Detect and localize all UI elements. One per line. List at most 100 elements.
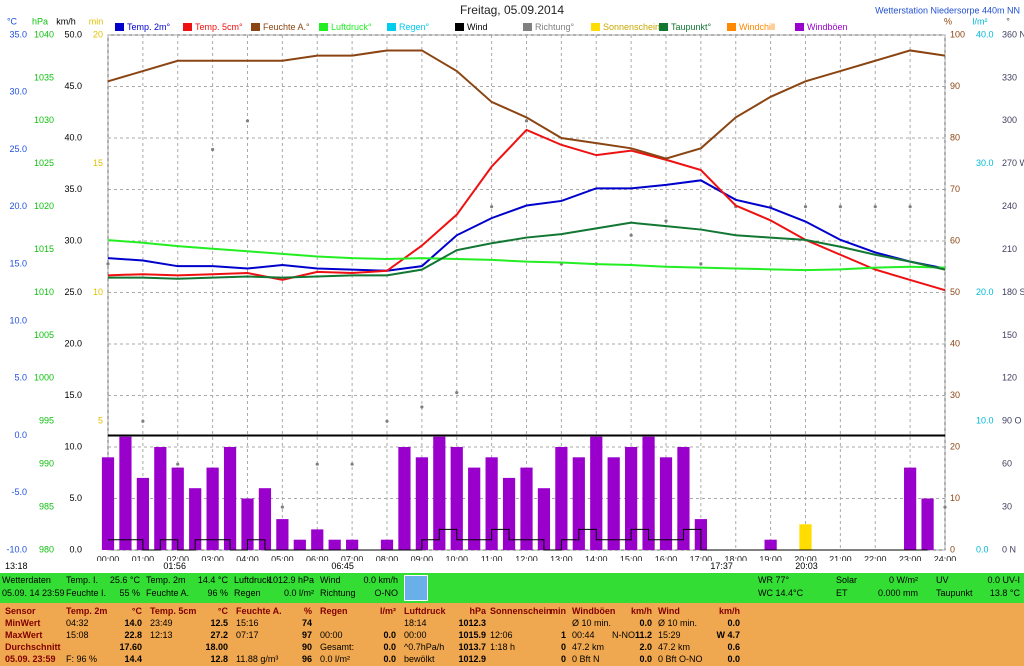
x-tick-label: 11:00 <box>481 554 503 561</box>
series-line <box>108 221 946 280</box>
direction-dot <box>838 205 842 209</box>
y-tick-label: 15 <box>93 158 103 168</box>
stats-header: Regen <box>320 606 348 616</box>
x-tick-label: 21:00 <box>829 554 852 561</box>
stats-value: 47.2 km <box>658 642 691 652</box>
time-marker: 01:56 <box>163 561 186 571</box>
current-panel: Wetterdaten Temp. I. 25.6 °C Temp. 2m 14.4 °… <box>0 573 1024 603</box>
legend-label: Feuchte A.° <box>263 22 310 32</box>
y-tick-label: 50 <box>950 287 960 297</box>
station-name: Wetterstation Niedersorpe 440m NN <box>875 5 1020 15</box>
stats-value: 12:06 <box>490 630 513 640</box>
axis-unit: ° <box>1006 16 1010 26</box>
bar <box>433 436 446 550</box>
y-tick-label: 0.0 <box>14 430 27 440</box>
stats-header: Sensor <box>5 606 36 616</box>
stats-value: 11.88 g/m³ <box>236 654 279 664</box>
x-tick-label: 02:00 <box>166 554 189 561</box>
stats-value: 22.8 <box>124 630 142 640</box>
stats-value: Ø 10 min. <box>658 618 698 628</box>
y-tick-label: -5.0 <box>11 487 27 497</box>
y-tick-label: 30.0 <box>976 158 994 168</box>
y-tick-label: 1010 <box>34 287 54 297</box>
bar <box>921 498 934 550</box>
current-value: Feuchte I. <box>66 588 107 598</box>
current-value: WC 14.4°C <box>758 588 804 598</box>
x-tick-label: 03:00 <box>201 554 224 561</box>
stats-value: 14.0 <box>124 618 142 628</box>
y-tick-label: 35.0 <box>9 29 27 39</box>
direction-dot <box>211 147 215 152</box>
current-value: Richtung <box>320 588 356 598</box>
bar <box>136 477 149 550</box>
legend-swatch <box>591 23 600 31</box>
stats-value: 12:13 <box>150 630 173 640</box>
stats-value: 11.2 <box>634 630 652 640</box>
stats-header: % <box>303 606 312 616</box>
y-tick-label: 995 <box>39 416 54 426</box>
y-tick-label: 20 <box>93 29 103 39</box>
stats-value: 0.0 <box>727 618 740 628</box>
direction-dot <box>420 405 424 409</box>
series-line <box>108 528 928 551</box>
bar <box>119 436 132 550</box>
x-tick-label: 23:00 <box>899 554 922 561</box>
current-value: WR 77° <box>758 575 790 585</box>
legend-label: Richtung° <box>535 22 575 32</box>
stats-value: 1:18 h <box>490 642 516 652</box>
x-tick-label: 08:00 <box>376 554 399 561</box>
legend-label: Wind <box>467 22 488 32</box>
y-tick-label: 180 S <box>1002 287 1024 297</box>
stats-value: 05.09. 23:59 <box>5 654 56 664</box>
x-tick-label: 22:00 <box>864 554 887 561</box>
current-value: Regen <box>234 588 261 598</box>
bar <box>346 539 359 550</box>
direction-dot <box>699 262 703 266</box>
y-tick-label: 10.0 <box>64 441 82 451</box>
stats-value: 07:17 <box>236 630 259 640</box>
x-tick-label: 13:00 <box>550 554 573 561</box>
current-value: UV <box>936 575 949 585</box>
direction-dot <box>490 205 494 209</box>
current-value: 25.6 °C <box>109 575 140 585</box>
stats-value: 0.0 <box>639 618 652 628</box>
legend-swatch <box>659 23 668 31</box>
legend-swatch <box>183 23 192 31</box>
current-value: O-NO <box>374 588 399 598</box>
y-tick-label: -10.0 <box>6 544 27 554</box>
x-tick-label: 09:00 <box>411 554 434 561</box>
axis-unit: min <box>89 16 104 26</box>
stats-value: MaxWert <box>5 630 43 640</box>
stats-header: °C <box>131 606 142 616</box>
y-tick-label: 990 <box>39 459 54 469</box>
axis-unit: °C <box>7 16 18 26</box>
current-value: 55 % <box>119 588 140 598</box>
y-tick-label: 5.0 <box>69 493 82 503</box>
y-tick-label: 0 N <box>1002 544 1016 554</box>
x-tick-label: 00:00 <box>97 554 120 561</box>
stats-value: 15:08 <box>66 630 89 640</box>
bar <box>276 519 289 550</box>
bar <box>799 524 812 550</box>
current-value: Feuchte A. <box>146 588 190 598</box>
stats-header: km/h <box>718 606 740 616</box>
stats-value: 23:49 <box>150 618 173 628</box>
current-value: ET <box>836 588 848 598</box>
current-value: 0.0 UV-I <box>987 575 1020 585</box>
y-tick-label: 90 <box>950 81 960 91</box>
stats-header: min <box>549 606 566 616</box>
y-tick-label: 30.0 <box>9 87 27 97</box>
legend-swatch <box>523 23 532 31</box>
stats-value: 2.0 <box>639 642 652 652</box>
time-marker: 20:03 <box>795 561 818 571</box>
y-tick-label: 90 O <box>1002 416 1022 426</box>
stats-value: 90 <box>301 642 312 652</box>
direction-dot <box>873 205 877 209</box>
stats-value: Gesamt: <box>320 642 355 652</box>
current-value: 05.09. 14 23:59 <box>2 588 65 598</box>
y-tick-label: 0.0 <box>976 544 989 554</box>
stats-value: 18:14 <box>404 618 427 628</box>
bar <box>189 488 202 550</box>
bar <box>154 447 167 550</box>
legend-swatch <box>115 23 124 31</box>
